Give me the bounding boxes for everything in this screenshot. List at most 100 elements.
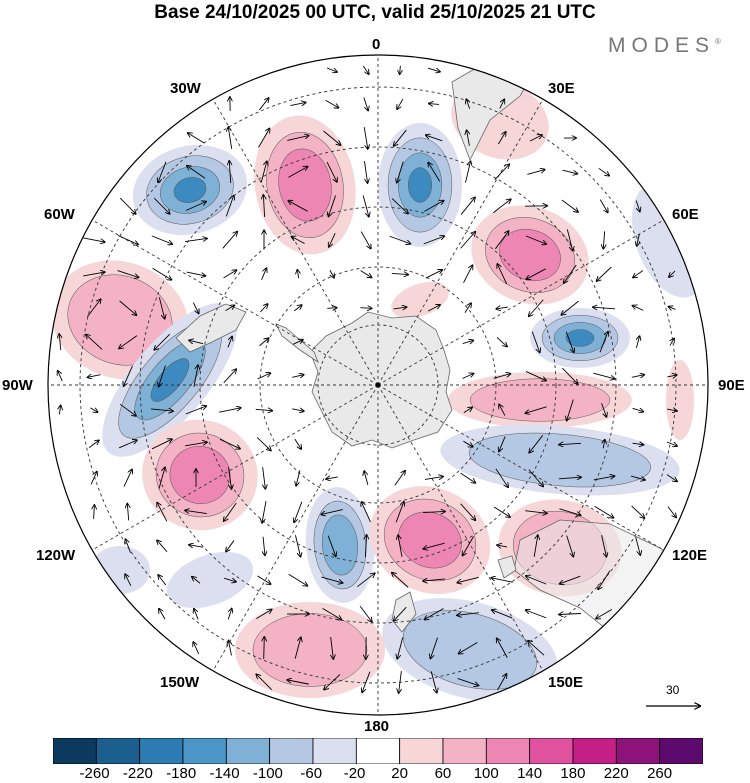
wind-arrow bbox=[257, 373, 271, 380]
wind-arrow bbox=[294, 305, 301, 312]
wind-arrow bbox=[362, 65, 368, 74]
wind-arrow bbox=[422, 511, 445, 512]
wind-arrow bbox=[331, 637, 334, 659]
wind-arrow bbox=[229, 161, 230, 184]
wind-arrow bbox=[562, 169, 578, 174]
wind-arrow bbox=[460, 503, 476, 520]
colorbar-swatch bbox=[399, 738, 444, 764]
wind-arrow bbox=[491, 578, 513, 583]
wind-arrow bbox=[125, 574, 132, 586]
wind-arrow bbox=[457, 678, 479, 685]
wind-arrow bbox=[593, 476, 615, 481]
wind-arrow bbox=[359, 605, 372, 621]
wind-arrow bbox=[561, 300, 579, 315]
wind-arrow bbox=[598, 570, 611, 590]
wind-arrow bbox=[459, 641, 478, 653]
wind-arrow bbox=[158, 161, 167, 183]
wind-arrow bbox=[327, 535, 336, 557]
colorbar-tick-label: -100 bbox=[252, 765, 283, 782]
wind-arrow bbox=[158, 467, 165, 489]
wind-arrow bbox=[460, 472, 476, 483]
wind-arrow bbox=[632, 408, 644, 411]
wind-arrow bbox=[219, 408, 241, 413]
wind-arrow bbox=[292, 409, 304, 411]
positive-anomaly-contour bbox=[398, 511, 462, 569]
wind-arrow bbox=[223, 270, 237, 279]
wind-arrow bbox=[598, 167, 609, 175]
wind-arrow bbox=[256, 674, 272, 690]
wind-arrow bbox=[633, 270, 644, 277]
wind-arrow bbox=[363, 97, 368, 111]
wind-arrow bbox=[189, 340, 204, 345]
wind-arrow bbox=[492, 610, 513, 619]
wind-arrow bbox=[153, 197, 169, 214]
wind-arrow bbox=[427, 67, 440, 72]
wind-arrow bbox=[394, 606, 407, 621]
wind-arrow bbox=[263, 195, 264, 218]
wind-arrow bbox=[152, 267, 172, 279]
wind-arrow bbox=[256, 437, 271, 450]
wind-arrow bbox=[667, 506, 676, 518]
wind-arrow bbox=[357, 573, 374, 588]
colorbar-tick-label: 140 bbox=[517, 765, 543, 782]
wind-arrow bbox=[394, 471, 405, 486]
wind-arrow bbox=[227, 337, 232, 348]
colorbar-tick-label: -220 bbox=[122, 765, 153, 782]
wind-arrow bbox=[159, 365, 166, 387]
wind-arrow bbox=[497, 264, 508, 285]
wind-arrow bbox=[564, 264, 577, 283]
lon-label-60e: 60E bbox=[672, 206, 699, 223]
wind-arrow bbox=[635, 536, 641, 555]
wind-arrow bbox=[264, 637, 265, 660]
wind-arrow bbox=[559, 508, 580, 515]
wind-arrow bbox=[86, 335, 103, 350]
south-pole-marker bbox=[375, 382, 381, 388]
wind-arrow bbox=[194, 609, 199, 620]
wind-arrow bbox=[497, 674, 507, 691]
negative-anomaly-contour bbox=[166, 551, 254, 609]
wind-arrow bbox=[528, 469, 543, 487]
wind-arrow bbox=[127, 504, 128, 521]
wind-arrow bbox=[88, 375, 101, 378]
wind-arrow bbox=[631, 375, 644, 378]
wind-arrow bbox=[526, 610, 547, 619]
wind-arrow bbox=[394, 129, 407, 146]
modes-logo: MODES® bbox=[608, 34, 721, 58]
colorbar-tick-label: 220 bbox=[603, 765, 629, 782]
wind-arrow bbox=[256, 609, 271, 619]
meridian-line bbox=[377, 98, 544, 386]
colorbar-swatch bbox=[139, 738, 184, 764]
wind-arrow bbox=[525, 406, 547, 413]
wind-arrow bbox=[558, 477, 581, 479]
wind-arrow bbox=[526, 576, 547, 585]
wind-arrow bbox=[365, 535, 366, 558]
wind-arrow bbox=[423, 236, 445, 245]
wind-arrow bbox=[322, 607, 342, 619]
wind-arrow bbox=[157, 503, 168, 522]
wind-arrow bbox=[526, 268, 546, 279]
wind-arrow bbox=[187, 166, 206, 179]
negative-anomaly-contour bbox=[403, 610, 537, 690]
colorbar-swatch bbox=[659, 738, 703, 764]
wind-arrow bbox=[185, 202, 206, 211]
wind-arrow bbox=[154, 333, 171, 350]
colorbar-swatch bbox=[269, 738, 314, 764]
wind-arrow bbox=[593, 372, 614, 379]
colorbar-swatch bbox=[182, 738, 227, 764]
wind-arrow bbox=[567, 399, 574, 421]
wind-arrow bbox=[497, 132, 505, 145]
wind-arrow bbox=[423, 542, 445, 549]
wind-arrow bbox=[117, 270, 139, 278]
wind-arrow bbox=[398, 535, 403, 557]
wind-arrow bbox=[460, 197, 475, 215]
wind-arrow bbox=[90, 407, 97, 412]
wind-arrow bbox=[559, 613, 582, 614]
wind-arrow bbox=[462, 373, 473, 379]
wind-arrow bbox=[151, 409, 173, 411]
meridian-line bbox=[91, 219, 379, 386]
colorbar-swatch bbox=[572, 738, 617, 764]
wind-arrow bbox=[325, 99, 339, 108]
wind-arrow bbox=[559, 443, 582, 444]
wind-arrow bbox=[362, 195, 369, 216]
wind-arrow bbox=[360, 231, 371, 249]
